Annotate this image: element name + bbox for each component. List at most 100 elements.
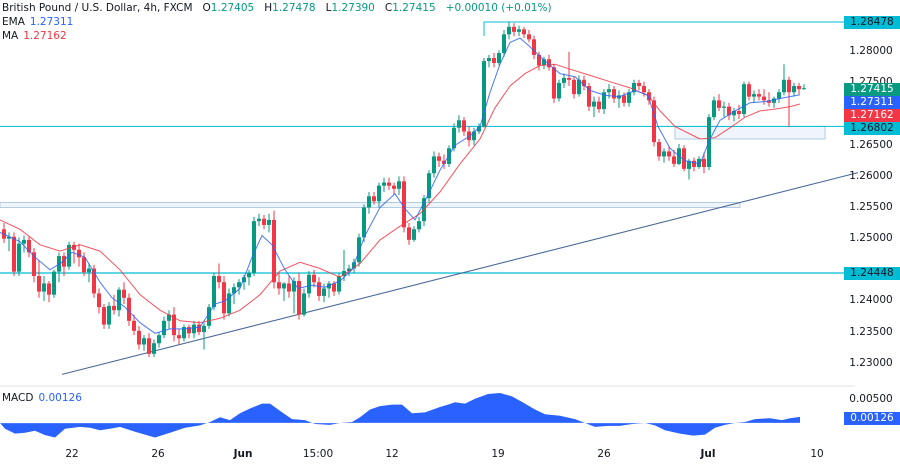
candle-up <box>42 283 46 292</box>
candle-down <box>552 67 556 99</box>
candle-down <box>287 283 291 292</box>
macd-label: MACD <box>2 392 34 404</box>
candle-up <box>107 305 111 325</box>
support-level-tag: 1.26802 <box>844 122 900 135</box>
close-value: 1.27415 <box>392 2 436 14</box>
candle-down <box>547 59 551 68</box>
candle-down <box>187 327 191 334</box>
candle-up <box>152 343 156 354</box>
candle-down <box>102 307 106 325</box>
candle-down <box>27 239 31 253</box>
time-tick-label: 22 <box>65 448 79 460</box>
candle-down <box>587 86 591 107</box>
macd-legend[interactable]: MACD 0.00126 <box>2 392 82 404</box>
candle-up <box>52 271 56 295</box>
candle-down <box>122 289 126 298</box>
candle-down <box>567 77 571 80</box>
candle-up <box>87 268 91 273</box>
price-tick-label: 1.25000 <box>849 232 893 245</box>
chart-legend: British Pound / U.S. Dollar, 4h, FXCM O1… <box>2 1 552 43</box>
candle-down <box>312 274 316 283</box>
horizontal-levels[interactable] <box>0 21 855 274</box>
candle-up <box>192 324 196 334</box>
candle-up <box>292 280 296 292</box>
candle-down <box>512 26 516 32</box>
candle-up <box>517 29 521 32</box>
time-tick-label: Jun <box>233 448 253 460</box>
candle-up <box>22 239 26 244</box>
candle-down <box>572 79 576 95</box>
open-label: O <box>202 2 211 14</box>
candle-down <box>622 95 626 103</box>
price-tick-label: 1.26000 <box>849 169 893 182</box>
candle-down <box>442 160 446 164</box>
candle-up <box>777 92 781 99</box>
candle-up <box>227 293 231 314</box>
candle-up <box>362 207 366 238</box>
candle-down <box>262 218 266 225</box>
candle-down <box>537 54 541 66</box>
candle-down <box>82 257 86 273</box>
open-value: 1.27405 <box>210 2 255 14</box>
candle-down <box>272 219 276 283</box>
candle-down <box>727 106 731 116</box>
candle-up <box>347 268 351 272</box>
candle-down <box>767 100 771 103</box>
candle-up <box>577 79 581 95</box>
macd-area <box>0 393 800 438</box>
candle-down <box>762 96 766 101</box>
candle-up <box>162 320 166 336</box>
moving-averages <box>0 37 801 334</box>
candle-up <box>117 289 121 311</box>
candle-down <box>612 89 616 99</box>
candle-down <box>92 268 96 294</box>
candle-up <box>542 59 546 66</box>
candle-down <box>127 297 131 321</box>
ema-label: EMA <box>2 16 25 28</box>
candle-up <box>477 126 481 132</box>
resistance-level-tag: 1.28478 <box>844 16 900 29</box>
time-tick-label: 26 <box>597 448 611 460</box>
ma-label: MA <box>2 30 19 42</box>
candle-down <box>32 252 36 276</box>
candle-down <box>717 100 721 108</box>
candle-up <box>267 219 271 225</box>
time-tick-label: 26 <box>151 448 165 460</box>
macd-pane <box>0 393 800 438</box>
low-label: L <box>325 2 332 14</box>
ema-line <box>0 37 801 334</box>
macd-tick-label: 0.00500 <box>849 393 893 405</box>
candle-down <box>692 160 696 167</box>
candle-up <box>732 110 736 116</box>
candle-down <box>222 282 226 314</box>
price-tick-label: 1.28000 <box>849 45 893 58</box>
candle-up <box>322 288 326 296</box>
candle-up <box>157 335 161 344</box>
candle-up <box>502 34 506 54</box>
macd-value-tag: 0.00126 <box>844 412 900 425</box>
candle-down <box>437 156 441 161</box>
candle-down <box>787 79 791 93</box>
last-price-tag: 1.27415 <box>844 83 900 96</box>
candle-down <box>492 57 496 63</box>
candle-down <box>372 196 376 202</box>
candle-up <box>782 79 786 93</box>
candle-down <box>387 182 391 186</box>
candle-down <box>637 82 641 87</box>
candle-up <box>792 86 796 93</box>
candle-down <box>702 158 706 167</box>
candle-up <box>282 283 286 289</box>
symbol-title[interactable]: British Pound / U.S. Dollar, 4h, FXCM <box>2 2 193 14</box>
candle-down <box>642 86 646 93</box>
candle-down <box>652 100 656 143</box>
trendline[interactable] <box>61 172 859 375</box>
ma-legend-row[interactable]: MA 1.27162 <box>2 29 552 43</box>
candle-up <box>712 100 716 118</box>
candle-up <box>357 237 361 263</box>
candle-up <box>662 151 666 157</box>
candle-down <box>407 227 411 240</box>
ema-legend-row[interactable]: EMA 1.27311 <box>2 15 552 29</box>
ema-value-tag: 1.27311 <box>844 96 900 109</box>
price-tick-label: 1.26500 <box>849 138 893 151</box>
